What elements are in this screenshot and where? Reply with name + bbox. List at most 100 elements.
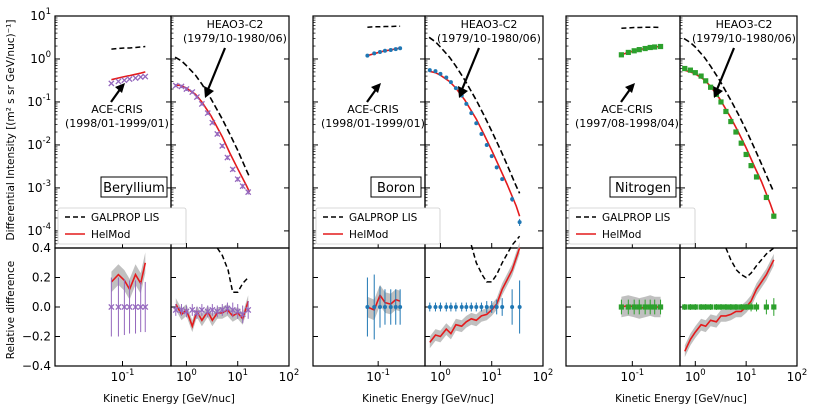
beryllium-heao-point bbox=[193, 94, 200, 101]
boron-heao-lis-line bbox=[428, 36, 521, 194]
nitrogen-ace-rel-point bbox=[642, 304, 648, 310]
beryllium-heao-point-b bbox=[234, 176, 241, 183]
boron-ace-rel-point bbox=[388, 305, 393, 309]
ylabel-bottom: Relative difference bbox=[5, 261, 17, 359]
boron-heao-rel-point bbox=[427, 305, 432, 309]
boron-heao-arrow bbox=[459, 47, 481, 93]
beryllium-heao-rel-point bbox=[229, 306, 236, 314]
beryllium-ace-rel-point bbox=[137, 303, 144, 311]
nitrogen-heao-rel-point bbox=[708, 304, 714, 310]
boron-heao-rel-point bbox=[448, 305, 453, 309]
beryllium-ace-point-b bbox=[137, 73, 144, 81]
boron-heao-point bbox=[453, 86, 458, 91]
nitrogen-heao-rel-point bbox=[733, 304, 739, 310]
boron-ace-point bbox=[382, 48, 387, 53]
beryllium-heao-point bbox=[229, 166, 236, 173]
beryllium-heao-point bbox=[219, 142, 226, 149]
panel-group-boron: 10-1 100 101 102 ACE-CRIS(1998/01-1999/01) HE… bbox=[312, 15, 553, 384]
nitrogen-heao-point bbox=[771, 213, 777, 219]
beryllium-heao-rel-point bbox=[172, 306, 179, 314]
nitrogen-ace-point bbox=[647, 44, 653, 51]
boron-heao-point bbox=[500, 177, 505, 182]
nitrogen-heao-arrow bbox=[714, 47, 736, 93]
boron-heao-point bbox=[494, 165, 499, 170]
boron-heao-rel-point bbox=[494, 305, 499, 309]
nitrogen-heao-rel-point bbox=[748, 304, 754, 310]
boron-heao-rel-model-line bbox=[429, 247, 521, 343]
nitrogen-heao-rel-point bbox=[703, 304, 709, 310]
beryllium-heao-rel-point bbox=[204, 308, 211, 315]
nitrogen-heao-rel-point bbox=[753, 304, 760, 310]
boron-heao-rel-point bbox=[433, 305, 438, 309]
nitrogen-ace-annotation-line2: (1997/08-1998/04) bbox=[575, 117, 679, 130]
beryllium-heao-rel-point bbox=[245, 306, 252, 314]
beryllium-heao-point-b bbox=[229, 166, 236, 173]
beryllium-heao-rel-point-b bbox=[172, 306, 179, 314]
boron-heao-rel-point bbox=[517, 305, 522, 309]
beryllium-heao-rel-point bbox=[214, 308, 221, 315]
beryllium-heao-rel-point bbox=[219, 306, 226, 314]
beryllium-ace-rel-point bbox=[108, 303, 115, 311]
nitrogen-heao-rel-point bbox=[728, 304, 734, 310]
beryllium-heao-rel-point-b bbox=[219, 306, 226, 314]
ytick-label-top: 10-2 bbox=[27, 136, 51, 152]
boron-heao-annotation-line2: (1979/10-1980/06) bbox=[437, 32, 541, 45]
beryllium-heao-point-b bbox=[209, 119, 216, 126]
beryllium-ace-model-line bbox=[111, 71, 146, 81]
beryllium-frame-right-top bbox=[170, 15, 290, 249]
boron-ace-point bbox=[372, 51, 377, 56]
beryllium-heao-rel-point bbox=[193, 309, 200, 316]
beryllium-ace-lis-line bbox=[111, 45, 146, 50]
nitrogen-heao-point bbox=[723, 108, 729, 115]
beryllium-ace-point-b bbox=[132, 74, 139, 82]
boron-heao-rel-point bbox=[459, 305, 464, 309]
nitrogen-legend-model-label: HelMod bbox=[602, 229, 641, 241]
beryllium-heao-point-b bbox=[204, 110, 211, 117]
beryllium-heao-point bbox=[198, 100, 205, 107]
boron-ace-point bbox=[398, 46, 403, 51]
beryllium-heao-rel-point-b bbox=[229, 306, 236, 314]
beryllium-ace-rel-point-b bbox=[126, 303, 133, 311]
boron-heao-point bbox=[448, 80, 453, 85]
boron-xtick-label-right: 101 bbox=[481, 368, 502, 384]
nitrogen-heao-rel-point bbox=[718, 304, 724, 310]
boron-ace-point bbox=[365, 53, 370, 58]
boron-legend-box bbox=[315, 207, 441, 245]
nitrogen-heao-point bbox=[748, 163, 754, 169]
nitrogen-heao-lis-line bbox=[683, 37, 775, 193]
boron-heao-rel-point bbox=[479, 305, 484, 309]
boron-heao-rel-point bbox=[474, 305, 479, 309]
nitrogen-heao-point bbox=[708, 84, 714, 90]
boron-heao-point bbox=[469, 111, 474, 116]
boron-ace-rel-point bbox=[398, 305, 403, 309]
nitrogen-heao-rel-lis-line bbox=[725, 247, 775, 279]
beryllium-ace-annotation-line2: (1998/01-1999/01) bbox=[65, 117, 169, 130]
beryllium-heao-rel-point-b bbox=[189, 306, 196, 314]
beryllium-ace-point-b bbox=[121, 77, 128, 84]
beryllium-heao-point bbox=[214, 130, 221, 138]
nitrogen-xtick-label-right: 102 bbox=[787, 368, 808, 384]
beryllium-heao-point-b bbox=[239, 183, 246, 190]
boron-heao-rel-point bbox=[500, 305, 505, 309]
nitrogen-ace-rel-point bbox=[657, 304, 664, 310]
boron-heao-point bbox=[510, 197, 515, 202]
nitrogen-heao-rel-point bbox=[713, 304, 720, 310]
beryllium-heao-rel-point-b bbox=[178, 306, 185, 314]
nitrogen-ace-arrowhead bbox=[625, 83, 635, 93]
boron-ace-rel-point bbox=[377, 305, 382, 309]
beryllium-ace-rel-point-b bbox=[121, 303, 128, 311]
boron-heao-rel-band bbox=[429, 242, 520, 349]
beryllium-heao-point bbox=[234, 176, 241, 183]
nitrogen-element-label: Nitrogen bbox=[615, 181, 671, 196]
ytick-label-bottom: −0.4 bbox=[22, 359, 51, 373]
boron-heao-rel-point bbox=[464, 305, 469, 309]
beryllium-ace-point bbox=[108, 80, 115, 87]
nitrogen-heao-point bbox=[743, 151, 749, 158]
beryllium-heao-point-b bbox=[219, 142, 226, 149]
beryllium-heao-rel-point bbox=[239, 311, 246, 318]
beryllium-ace-rel-point-b bbox=[137, 303, 144, 311]
beryllium-heao-rel-point bbox=[209, 306, 216, 314]
nitrogen-heao-point bbox=[733, 129, 739, 135]
nitrogen-legend-box bbox=[568, 207, 696, 245]
beryllium-xtick-label-left: 10-1 bbox=[111, 368, 135, 384]
